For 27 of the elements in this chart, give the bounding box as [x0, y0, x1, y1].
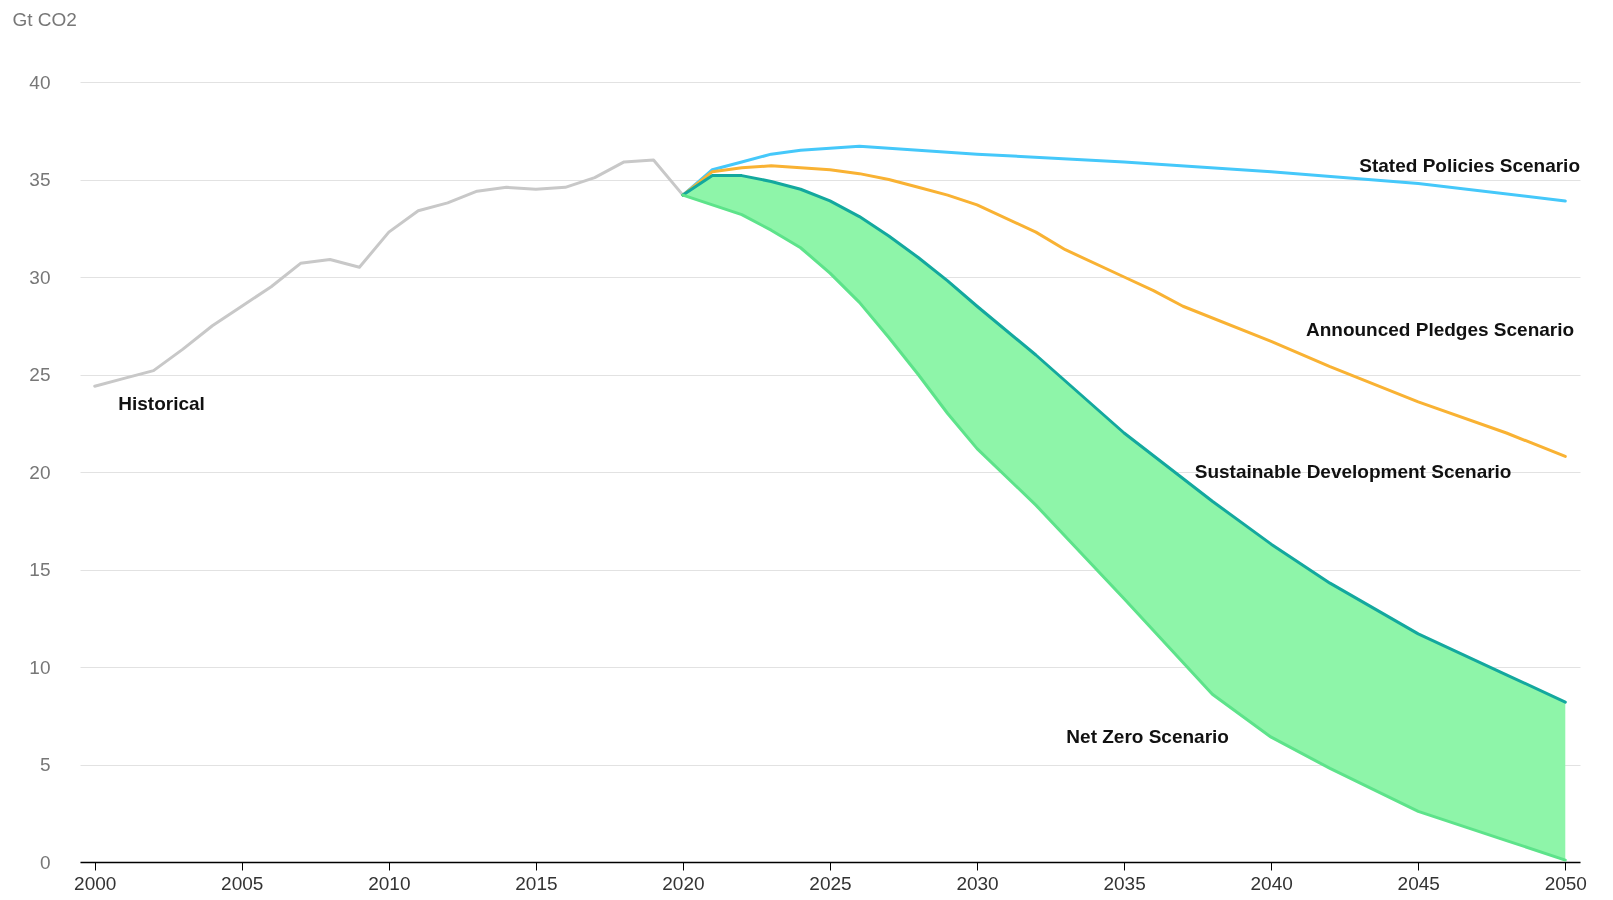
- series-label: Sustainable Development Scenario: [1194, 461, 1512, 482]
- y-tick-label: 40: [29, 71, 51, 93]
- y-tick-label: 25: [29, 364, 51, 385]
- series-label: Historical: [118, 392, 205, 414]
- x-tick-label: 2025: [809, 872, 852, 894]
- x-tick-label: 2010: [368, 872, 411, 894]
- x-tick-label: 2040: [1250, 872, 1293, 894]
- line-series: [93, 158, 685, 388]
- y-tick-label: 0: [39, 851, 51, 873]
- x-tick-label: 2035: [1103, 872, 1146, 894]
- x-tick-label: 2020: [662, 872, 705, 894]
- series-label: Net Zero Scenario: [1066, 726, 1229, 748]
- y-tick-label: 10: [29, 656, 51, 678]
- x-tick-label: 2045: [1397, 872, 1440, 894]
- y-tick-label: 20: [29, 461, 51, 483]
- y-tick-label: 30: [29, 266, 51, 288]
- x-tick-label: 2005: [221, 872, 264, 894]
- y-axis-title: Gt CO2: [12, 8, 77, 30]
- x-tick-label: 2000: [74, 872, 117, 894]
- x-tick-label: 2030: [956, 872, 999, 894]
- x-tick-label: 2015: [515, 872, 558, 894]
- series-label: Announced Pledges Scenario: [1305, 318, 1575, 340]
- y-tick-label: 35: [29, 169, 51, 190]
- series-label: Stated Policies Scenario: [1359, 154, 1580, 176]
- y-tick-label: 5: [39, 754, 51, 775]
- x-tick-label: 2050: [1544, 872, 1587, 894]
- y-tick-label: 15: [29, 559, 51, 580]
